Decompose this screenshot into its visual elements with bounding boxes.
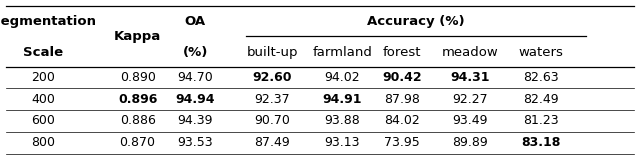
Text: 93.49: 93.49 [452, 114, 488, 127]
Text: 800: 800 [31, 136, 56, 149]
Text: 90.42: 90.42 [382, 71, 422, 84]
Text: OA: OA [184, 15, 206, 28]
Text: 0.886: 0.886 [120, 114, 156, 127]
Text: meadow: meadow [442, 46, 499, 59]
Text: Accuracy (%): Accuracy (%) [367, 15, 465, 28]
Text: 92.60: 92.60 [252, 71, 292, 84]
Text: 84.02: 84.02 [384, 114, 420, 127]
Text: 82.49: 82.49 [523, 93, 559, 106]
Text: (%): (%) [182, 46, 208, 59]
Text: 94.31: 94.31 [451, 71, 490, 84]
Text: 0.890: 0.890 [120, 71, 156, 84]
Text: 600: 600 [31, 114, 56, 127]
Text: 73.95: 73.95 [384, 136, 420, 149]
Text: 89.89: 89.89 [452, 136, 488, 149]
Text: waters: waters [518, 46, 563, 59]
Text: 94.91: 94.91 [323, 93, 362, 106]
Text: 87.49: 87.49 [254, 136, 290, 149]
Text: 94.70: 94.70 [177, 71, 213, 84]
Text: 94.39: 94.39 [177, 114, 213, 127]
Text: 200: 200 [31, 71, 56, 84]
Text: 94.94: 94.94 [175, 93, 215, 106]
Text: 93.53: 93.53 [177, 136, 213, 149]
Text: 93.88: 93.88 [324, 114, 360, 127]
Text: forest: forest [383, 46, 421, 59]
Text: 0.896: 0.896 [118, 93, 157, 106]
Text: Segmentation: Segmentation [0, 15, 96, 28]
Text: built-up: built-up [246, 46, 298, 59]
Text: Kappa: Kappa [114, 30, 161, 43]
Text: 82.63: 82.63 [523, 71, 559, 84]
Text: 0.870: 0.870 [120, 136, 156, 149]
Text: 87.98: 87.98 [384, 93, 420, 106]
Text: 400: 400 [31, 93, 56, 106]
Text: 93.13: 93.13 [324, 136, 360, 149]
Text: 94.02: 94.02 [324, 71, 360, 84]
Text: 83.18: 83.18 [521, 136, 561, 149]
Text: farmland: farmland [312, 46, 372, 59]
Text: 92.37: 92.37 [254, 93, 290, 106]
Text: Scale: Scale [24, 46, 63, 59]
Text: 92.27: 92.27 [452, 93, 488, 106]
Text: 90.70: 90.70 [254, 114, 290, 127]
Text: 81.23: 81.23 [523, 114, 559, 127]
